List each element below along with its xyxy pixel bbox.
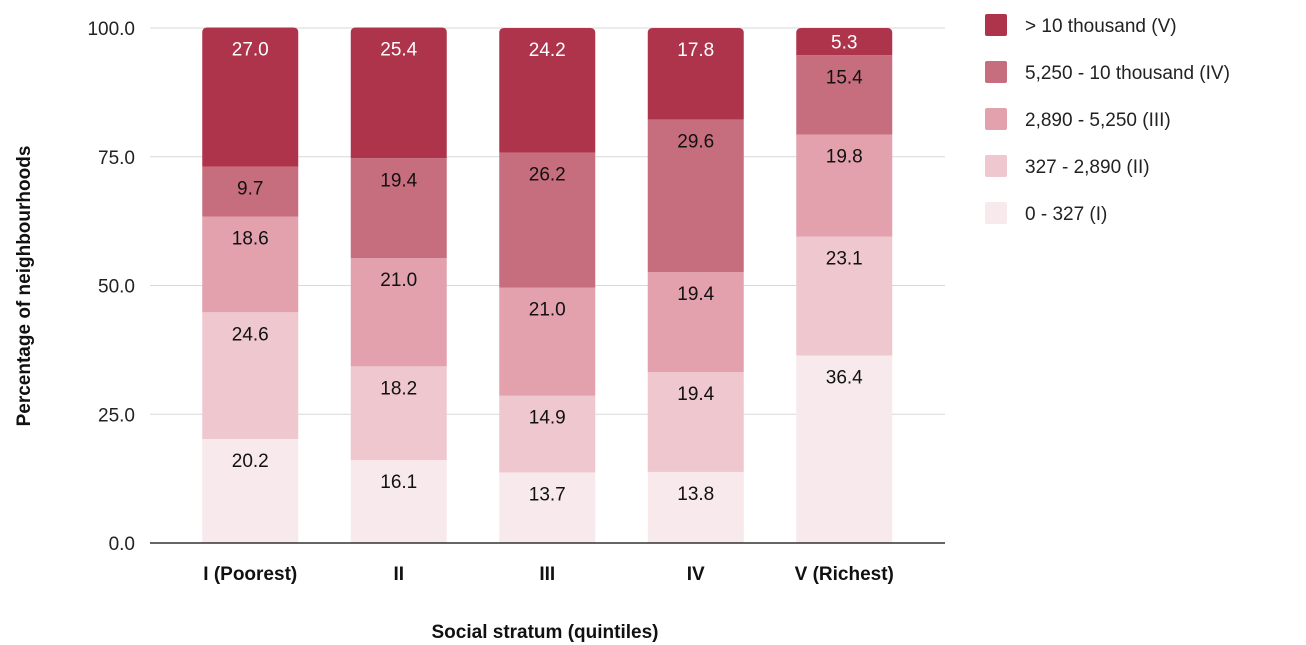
data-label: 21.0 <box>380 270 417 291</box>
legend-swatch <box>985 202 1007 224</box>
bar-segment <box>350 27 447 159</box>
bar-segment <box>647 119 744 273</box>
bar-segment <box>350 460 447 543</box>
x-tick-label: V (Richest) <box>795 564 894 585</box>
legend-label: 327 - 2,890 (II) <box>1025 157 1150 178</box>
bar-segment <box>202 216 299 313</box>
y-axis-title: Percentage of neighbourhoods <box>14 146 35 427</box>
legend-label: > 10 thousand (V) <box>1025 16 1177 37</box>
bar-segment <box>202 312 299 439</box>
bar-segment <box>647 372 744 472</box>
y-tick-label: 0.0 <box>109 534 135 555</box>
data-label: 13.8 <box>677 484 714 505</box>
bar-segment <box>647 471 744 543</box>
data-label: 18.6 <box>232 228 269 249</box>
data-label: 18.2 <box>380 378 417 399</box>
data-label: 15.4 <box>826 67 863 88</box>
legend-swatch <box>985 61 1007 83</box>
data-label: 20.2 <box>232 451 269 472</box>
data-label: 13.7 <box>529 484 566 505</box>
y-tick-label: 75.0 <box>98 148 135 169</box>
data-label: 25.4 <box>380 39 417 60</box>
bar-segment <box>350 366 447 461</box>
bar-segment <box>350 258 447 367</box>
legend-label: 2,890 - 5,250 (III) <box>1025 110 1171 131</box>
bar-segment <box>202 438 299 543</box>
bar-segment <box>796 55 893 135</box>
bar-segment <box>499 395 596 473</box>
x-tick-label: II <box>393 564 404 585</box>
bar-segment <box>647 28 744 120</box>
data-label: 17.8 <box>677 40 714 61</box>
x-tick-label: III <box>539 564 555 585</box>
data-label: 14.9 <box>529 408 566 429</box>
bar-segment <box>647 272 744 373</box>
data-label: 24.6 <box>232 324 269 345</box>
bar-segment <box>796 355 893 543</box>
bar-segment <box>796 28 893 56</box>
legend-swatch <box>985 155 1007 177</box>
data-label: 29.6 <box>677 132 714 153</box>
y-tick-label: 50.0 <box>98 277 135 298</box>
bar-segment <box>796 236 893 356</box>
bar-segment <box>499 28 596 153</box>
data-label: 9.7 <box>237 179 263 200</box>
legend-label: 5,250 - 10 thousand (IV) <box>1025 63 1230 84</box>
x-tick-label: I (Poorest) <box>203 564 297 585</box>
data-label: 19.4 <box>677 384 714 405</box>
bar-segment <box>499 152 596 288</box>
bar-segment <box>202 166 299 217</box>
data-label: 19.4 <box>380 170 417 191</box>
legend-label: 0 - 327 (I) <box>1025 204 1107 225</box>
data-label: 21.0 <box>529 300 566 321</box>
x-tick-label: IV <box>687 564 705 585</box>
data-label: 23.1 <box>826 249 863 270</box>
data-label: 26.2 <box>529 165 566 186</box>
data-label: 36.4 <box>826 368 863 389</box>
bar-segment <box>202 27 299 167</box>
y-tick-label: 100.0 <box>87 19 135 40</box>
bar-segment <box>350 158 447 259</box>
data-label: 19.8 <box>826 147 863 168</box>
bar-segment <box>796 134 893 237</box>
legend-swatch <box>985 14 1007 36</box>
legend-swatch <box>985 108 1007 130</box>
data-label: 16.1 <box>380 472 417 493</box>
y-tick-label: 25.0 <box>98 405 135 426</box>
data-label: 5.3 <box>831 33 857 54</box>
bar-segment <box>499 287 596 396</box>
data-label: 24.2 <box>529 40 566 61</box>
x-axis-title: Social stratum (quintiles) <box>432 622 659 643</box>
bar-segment <box>499 472 596 543</box>
data-label: 19.4 <box>677 284 714 305</box>
data-label: 27.0 <box>232 39 269 60</box>
